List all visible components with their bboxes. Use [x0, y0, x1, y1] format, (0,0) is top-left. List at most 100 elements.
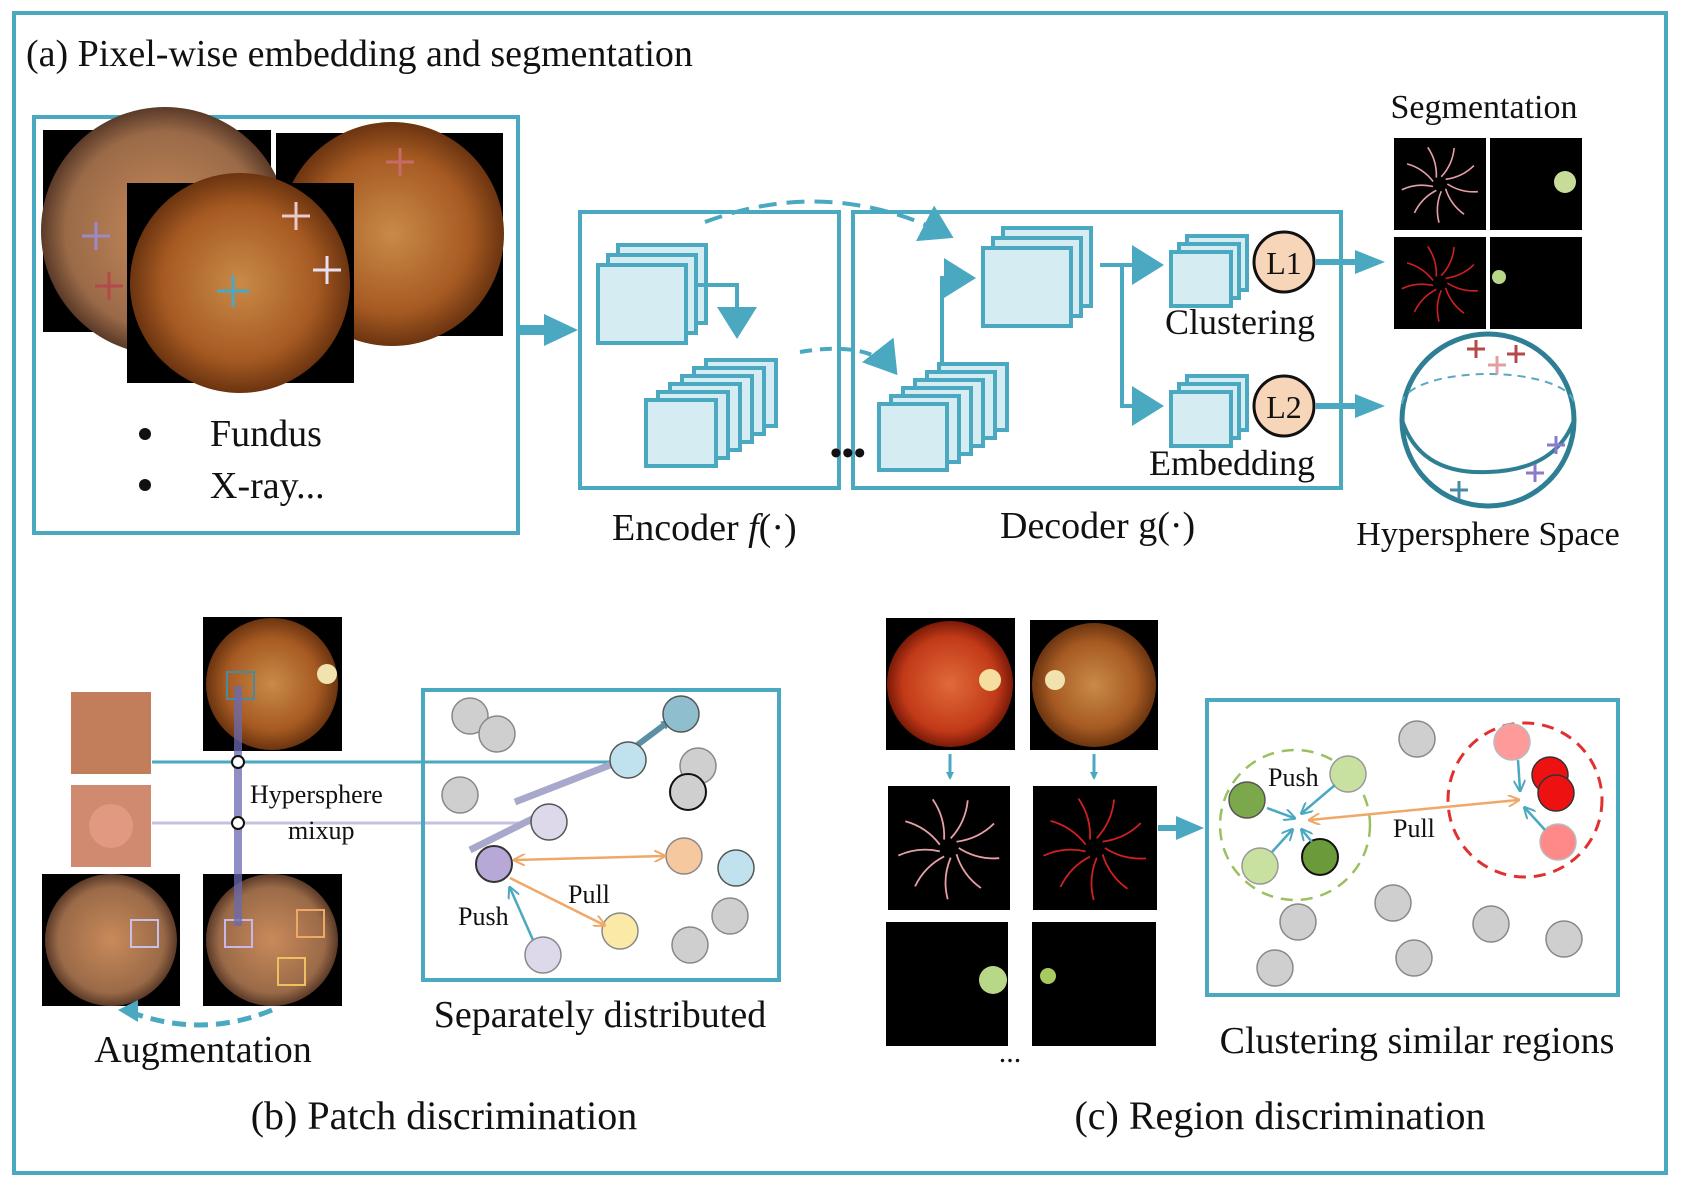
vessel-stroke: [1440, 147, 1455, 178]
decoder-stack-1: [877, 362, 1009, 472]
encoder-box: [578, 210, 841, 490]
output-arrowhead-2: [1355, 394, 1385, 418]
region-ellipsis: ...: [999, 1036, 1022, 1069]
vessel-stroke: [1102, 822, 1142, 843]
encoder-down-arrow: [698, 283, 757, 339]
vessel-stroke: [1043, 848, 1086, 857]
mixup-junction: [231, 755, 245, 769]
mixup-label-2: mixup: [288, 816, 354, 845]
bullet-xray: X-ray...: [210, 465, 325, 507]
bullet-dot: [139, 428, 151, 440]
mixup-junction: [231, 816, 245, 830]
clustering-similar-label: Clustering similar regions: [1220, 1020, 1615, 1062]
vessel-stroke: [1436, 289, 1443, 322]
vessel-stroke: [956, 822, 995, 843]
augmentation-label: Augmentation: [94, 1029, 311, 1071]
bullet-dot: [139, 479, 151, 491]
feature-map-layer: [644, 398, 718, 468]
vessel-stroke: [1413, 288, 1437, 313]
vessel-stroke: [1446, 183, 1478, 193]
clustering-head-stack: [1169, 234, 1249, 308]
decoder-box: [851, 210, 1343, 490]
vessel-stroke: [1406, 262, 1434, 281]
vessel-stroke: [1077, 798, 1092, 840]
vessel-stroke: [1059, 855, 1091, 888]
vessel-stroke: [1401, 184, 1434, 191]
feature-map-stacks: [596, 226, 1249, 472]
hypersphere-label: Hypersphere Space: [1356, 516, 1619, 553]
ellipsis-dots: •••: [830, 435, 866, 472]
panel-c-caption: (c) Region discrimination: [1074, 1093, 1485, 1138]
clustering-arrowhead: [1176, 816, 1204, 840]
loss2-node: [1252, 374, 1316, 438]
vessel-stroke: [1436, 190, 1443, 223]
feature-map-layer: [1169, 390, 1233, 448]
separately-distributed-box: [421, 688, 781, 982]
hypersphere: [1399, 331, 1577, 509]
region-images: [886, 618, 1158, 1046]
segmentation-label: Segmentation: [1391, 89, 1578, 126]
patch-images: [42, 617, 342, 1006]
pull-label-c: Pull: [1393, 814, 1435, 843]
separately-distributed-label: Separately distributed: [434, 994, 766, 1036]
panel-b-caption: (b) Patch discrimination: [251, 1093, 638, 1138]
embedding-label: Embedding: [1149, 443, 1315, 483]
output-arrowhead-1: [1355, 250, 1385, 274]
vessel-stroke: [1413, 189, 1437, 214]
vessel-stroke: [1401, 283, 1434, 290]
vessel-stroke: [914, 855, 945, 887]
augmentation-arrowhead: [118, 1000, 138, 1022]
sample-markers: [82, 148, 414, 307]
region-embedding-nodes: [1218, 720, 1604, 987]
decoder-stack-2: [981, 226, 1093, 328]
encoder-stack-1: [596, 243, 708, 345]
branch-embedding-arrow: [1120, 265, 1164, 426]
vessel-stroke: [1444, 188, 1465, 215]
segmentation-maps: [1394, 138, 1582, 329]
vessel-stroke: [950, 800, 969, 839]
decoder-label: Decoder g(·): [1000, 505, 1195, 547]
vessel-stroke: [955, 854, 982, 889]
augmentation-arrow: [124, 1007, 273, 1028]
loss1-node: [1252, 230, 1316, 294]
vessel-stroke: [1444, 287, 1465, 314]
vessel-stroke: [1101, 854, 1128, 890]
encoder-label: Encoder f(·): [612, 507, 797, 549]
push-label-b: Push: [458, 902, 509, 931]
outer-frame: [12, 11, 1668, 1175]
clustering-box: [1205, 698, 1620, 997]
vessel-stroke: [1427, 245, 1438, 277]
feature-map-layer: [1169, 250, 1233, 308]
loss2-label: L2: [1266, 389, 1302, 425]
fundus-image-stack: [41, 107, 504, 393]
vessel-stroke: [1427, 146, 1438, 178]
vessel-stroke: [1104, 847, 1147, 860]
vessel-stroke: [944, 857, 952, 900]
vessel-stroke: [1406, 163, 1434, 182]
vessel-stroke: [1096, 799, 1115, 839]
mixup-label-1: Hypersphere: [250, 780, 383, 809]
push-label-c: Push: [1268, 763, 1319, 792]
feature-map-layer: [877, 402, 949, 472]
vessel-stroke: [958, 847, 1000, 860]
vessel-stroke: [1440, 246, 1455, 277]
input-arrowhead: [544, 314, 578, 346]
bullet-fundus: Fundus: [210, 413, 322, 455]
vessel-stroke: [1446, 282, 1478, 292]
decoder-up-arrow: [940, 258, 976, 365]
vessel-stroke: [931, 798, 946, 840]
feature-map-layer: [596, 263, 688, 345]
panel-a-title: (a) Pixel-wise embedding and segmentatio…: [26, 33, 693, 75]
vessel-stroke: [1445, 164, 1475, 181]
feature-map-layer: [981, 246, 1073, 328]
embedding-head-stack: [1169, 374, 1249, 448]
skip-connection-top: [704, 199, 954, 242]
clustering-label: Clustering: [1165, 302, 1315, 342]
vessel-stroke: [1445, 263, 1475, 280]
vessel-stroke: [905, 820, 941, 846]
vessel-stroke: [1050, 819, 1087, 846]
skip-connection-bottom: [799, 337, 898, 376]
input-box: [32, 115, 520, 535]
